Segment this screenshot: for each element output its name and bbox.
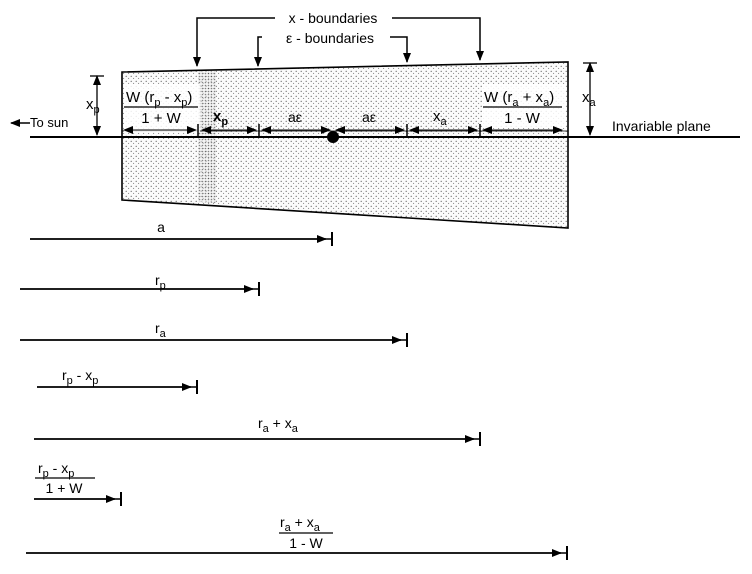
len-rp-xp-over-den: 1 + W bbox=[46, 480, 84, 496]
invariable-plane-label: Invariable plane bbox=[612, 118, 711, 134]
right-xa-label: xa bbox=[582, 89, 597, 109]
len-ra-label: ra bbox=[155, 320, 167, 340]
stippled-region bbox=[121, 61, 569, 229]
len-rp-xp-over-num: rp - xp bbox=[38, 460, 74, 480]
w-rp-denominator: 1 + W bbox=[141, 110, 181, 127]
inner-xa: xa bbox=[433, 108, 448, 128]
len-ra-xa-over-num: ra + xa bbox=[280, 514, 321, 534]
w-rp-numerator: W (rp - xp) bbox=[126, 89, 192, 109]
right-xa-dimension: xa bbox=[582, 62, 597, 136]
left-xp-label: xp bbox=[86, 96, 100, 116]
ae-left: aε bbox=[288, 109, 302, 125]
eps-boundaries-callout: ε - boundaries bbox=[254, 30, 411, 67]
len-rp-label: rp bbox=[155, 272, 166, 292]
x-boundaries-label: x - boundaries bbox=[289, 10, 378, 26]
len-ra-xa-over-den: 1 - W bbox=[289, 535, 323, 551]
ae-right: aε bbox=[362, 109, 376, 125]
len-a-label: a bbox=[157, 219, 165, 235]
to-sun-label: To sun bbox=[30, 115, 68, 130]
len-ra-xa-label: ra + xa bbox=[258, 415, 299, 435]
eps-boundaries-label: ε - boundaries bbox=[286, 30, 374, 46]
inner-xp: xp bbox=[213, 108, 228, 128]
w-ra-numerator: W (ra + xa) bbox=[484, 89, 554, 109]
x-boundaries-callout: x - boundaries bbox=[193, 9, 484, 67]
len-rp-xp-label: rp - xp bbox=[62, 367, 98, 387]
inner-segments: W (rp - xp) 1 + W xp aε aε xa W (ra + xa… bbox=[123, 84, 566, 138]
length-bars: a rp ra rp - xp ra + xa rp - xp 1 + W ra… bbox=[20, 219, 568, 560]
w-ra-denominator: 1 - W bbox=[504, 110, 541, 127]
left-xp-dimension: xp bbox=[86, 75, 104, 136]
planet-dot bbox=[327, 131, 339, 143]
